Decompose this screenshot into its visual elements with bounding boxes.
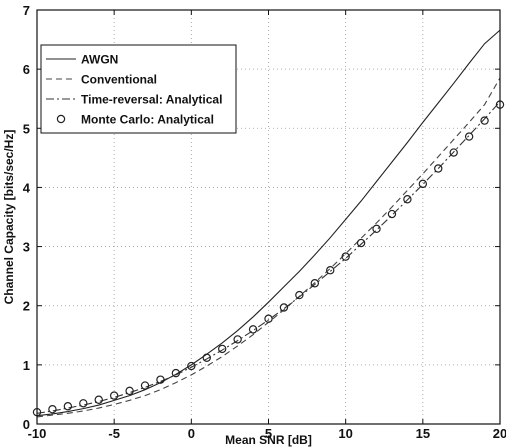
x-tick-label: -10 — [28, 426, 47, 441]
plot-series — [32, 29, 505, 418]
y-tick-label: 4 — [23, 180, 31, 195]
data-point — [387, 209, 397, 219]
x-tick-label: 0 — [188, 426, 195, 441]
data-point — [434, 164, 443, 173]
data-point — [356, 238, 366, 248]
x-tick-label: 5 — [265, 426, 272, 441]
data-point — [449, 148, 458, 157]
data-point — [372, 224, 381, 234]
data-point — [295, 290, 304, 300]
data-point — [109, 391, 119, 400]
data-point — [341, 252, 350, 261]
data-point — [140, 381, 150, 390]
legend: AWGN Conventional Time-reversal: Analytica… — [40, 44, 237, 134]
legend-label: AWGN — [81, 53, 118, 67]
axis-ticks: -10 -5 0 5 10 15 20 0 1 2 3 4 5 6 7 — [23, 3, 506, 441]
legend-marker — [56, 114, 66, 124]
x-tick-label: 15 — [416, 426, 430, 441]
data-point — [418, 179, 428, 189]
legend-box — [40, 44, 237, 134]
y-tick-label: 5 — [23, 121, 30, 136]
x-tick-label: 10 — [338, 426, 352, 441]
y-axis-label: Channel Capacity [bits/sec/Hz] — [2, 130, 16, 305]
x-tick-label: 20 — [493, 426, 506, 441]
data-point — [464, 132, 474, 141]
data-point — [187, 361, 196, 371]
data-point — [310, 279, 319, 288]
y-tick-label: 3 — [23, 240, 30, 255]
y-tick-label: 7 — [23, 3, 30, 18]
data-point — [403, 195, 412, 204]
data-point — [171, 368, 181, 378]
y-tick-label: 6 — [23, 62, 30, 77]
y-tick-label: 0 — [23, 417, 30, 432]
series-line-time-reversal-analytical — [36, 101, 501, 414]
data-point — [63, 402, 73, 411]
data-point — [79, 399, 88, 408]
legend-label: Monte Carlo: Analytical — [81, 113, 214, 127]
data-point — [480, 116, 489, 125]
data-point — [202, 353, 211, 362]
data-point — [217, 344, 227, 354]
y-tick-label: 2 — [23, 299, 30, 314]
data-point — [279, 303, 289, 312]
data-point — [248, 325, 258, 334]
series-line-awgn — [36, 29, 501, 417]
data-point — [264, 314, 273, 323]
data-point — [326, 266, 335, 275]
data-point — [94, 395, 103, 404]
legend-label: Time-reversal: Analytical — [81, 93, 222, 107]
x-tick-label: -5 — [108, 426, 120, 441]
legend-label: Conventional — [81, 73, 157, 87]
series-monte-carlo-analytical — [32, 100, 505, 417]
data-point — [125, 386, 134, 396]
x-axis-label: Mean SNR [dB] — [225, 433, 312, 447]
y-tick-label: 1 — [23, 358, 30, 373]
data-point — [156, 375, 165, 384]
data-point — [48, 405, 57, 414]
data-point — [233, 335, 242, 344]
